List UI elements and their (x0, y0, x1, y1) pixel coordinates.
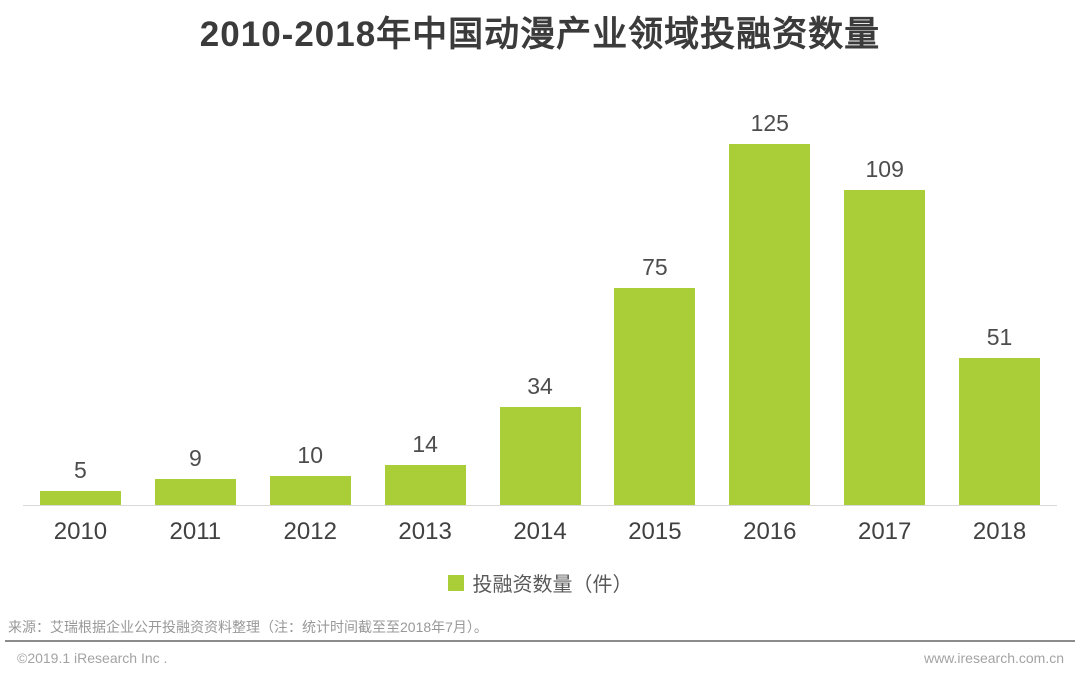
copyright-text: ©2019.1 iResearch Inc . (17, 650, 168, 666)
bar-column: 10 (253, 90, 368, 505)
bar-column: 34 (483, 90, 598, 505)
bar (384, 465, 466, 505)
x-axis-tick-label: 2017 (857, 518, 912, 545)
bar-column: 9 (138, 90, 253, 505)
x-axis-tick-label: 2015 (628, 518, 682, 545)
legend: 投融资数量（件） (0, 568, 1080, 597)
bar (614, 288, 696, 505)
bar-column: 5 (23, 90, 138, 505)
x-axis-labels: 2010 2011 2012 2013 2014 2015 2016 2017 2018 (23, 518, 1057, 546)
footer-divider (5, 640, 1075, 642)
bar (729, 144, 811, 505)
bar-column: 51 (942, 90, 1057, 505)
bar (844, 190, 926, 505)
bar-value-label: 9 (188, 445, 202, 471)
source-note: 来源：艾瑞根据企业公开投融资资料整理（注：统计时间截至至2018年7月）。 (8, 619, 488, 635)
bar (269, 476, 351, 505)
bar-value-label: 34 (527, 373, 553, 399)
bar-value-label: 125 (750, 110, 789, 136)
bar-value-label: 51 (986, 324, 1013, 350)
x-axis-tick-label: 2011 (169, 518, 222, 545)
bar-column: 75 (597, 90, 712, 505)
bar (39, 491, 121, 505)
bar-value-label: 10 (297, 442, 324, 468)
website-link: www.iresearch.com.cn (923, 650, 1064, 666)
bar-chart-plot-area: 5 9 10 14 34 75 125 109 51 (23, 90, 1057, 506)
legend-label: 投融资数量（件） (472, 574, 633, 596)
bar-value-label: 5 (74, 457, 87, 483)
legend-swatch (447, 574, 464, 591)
bar-column: 14 (368, 90, 483, 505)
footer: ©2019.1 iResearch Inc . www.iresearch.co… (17, 650, 1064, 666)
bar (499, 407, 581, 505)
chart-title: 2010-2018年中国动漫产业领域投融资数量 (199, 15, 881, 54)
bar-column: 125 (712, 90, 827, 505)
bar-value-label: 75 (642, 254, 668, 280)
bar (154, 479, 236, 505)
x-axis-tick-label: 2010 (53, 518, 108, 545)
x-axis-tick-label: 2016 (743, 518, 797, 545)
x-axis-tick-label: 2014 (513, 518, 567, 545)
bar (959, 358, 1041, 505)
x-axis-tick-label: 2018 (972, 518, 1027, 545)
bar-value-label: 109 (865, 156, 904, 182)
bar-value-label: 14 (412, 431, 438, 457)
x-axis-tick-label: 2013 (398, 518, 452, 545)
bar-column: 109 (827, 90, 942, 505)
x-axis-tick-label: 2012 (283, 518, 337, 545)
